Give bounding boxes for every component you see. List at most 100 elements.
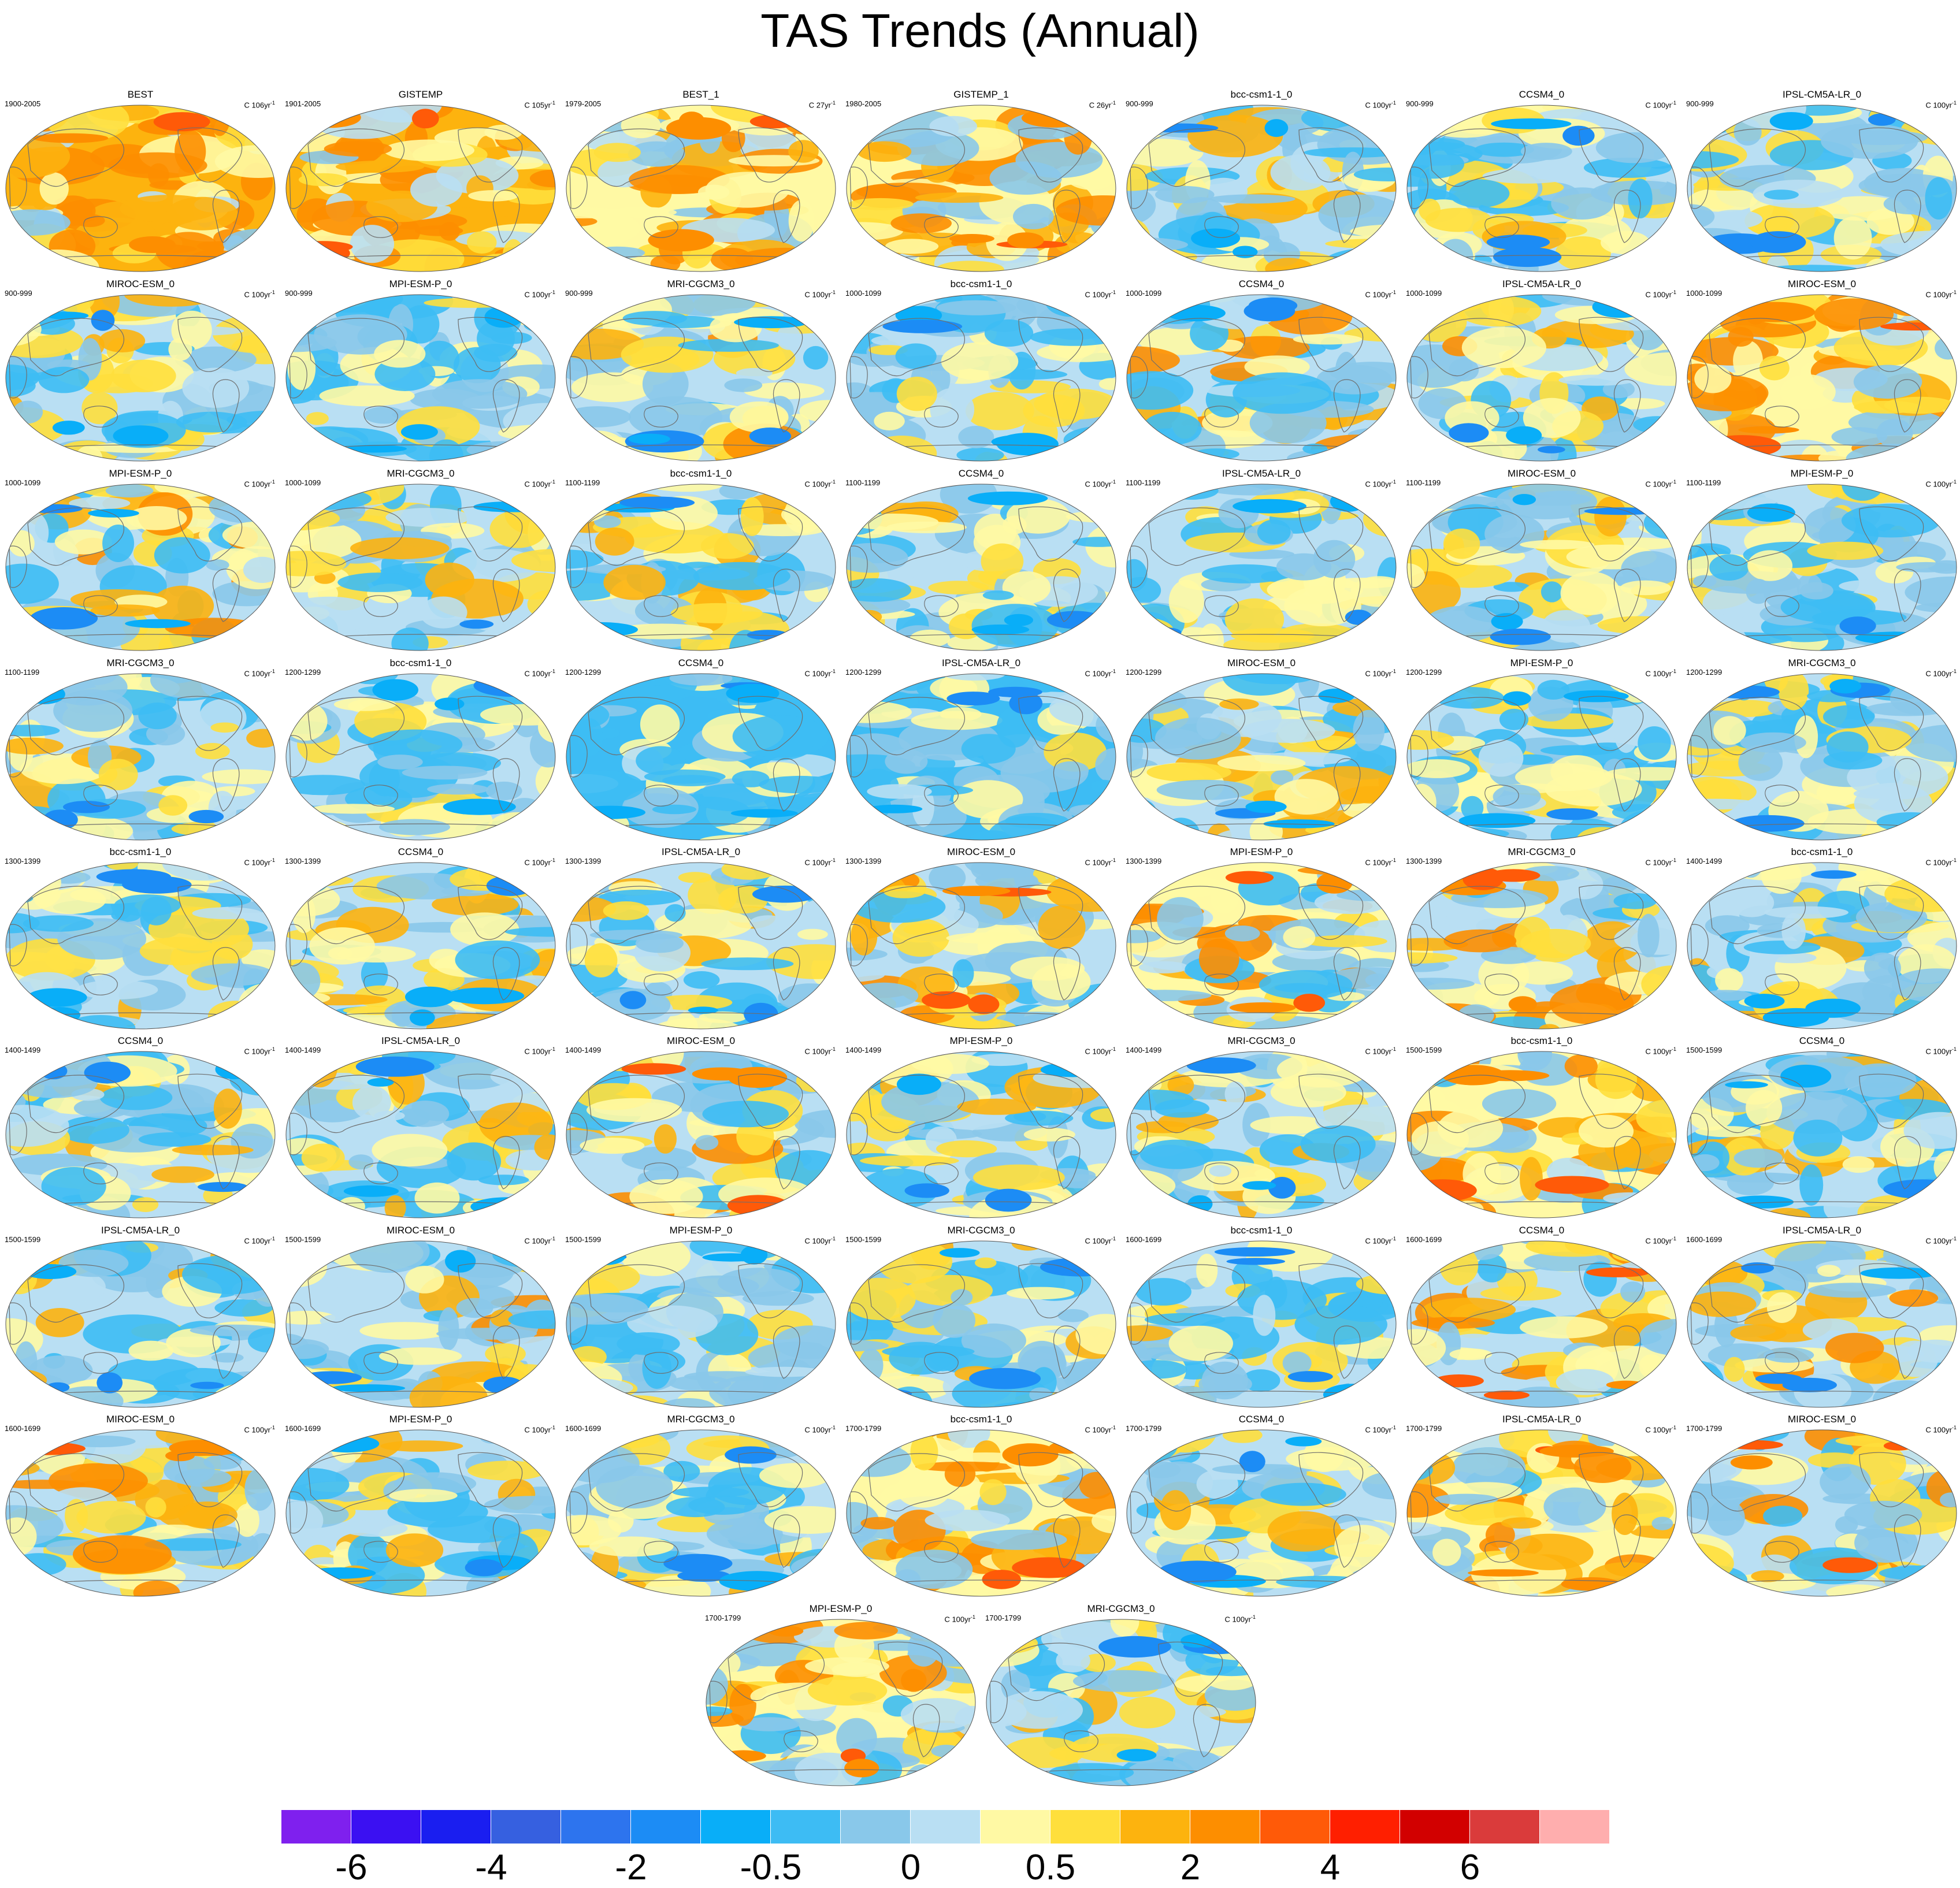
world-map-icon [285, 1051, 556, 1218]
panel-units-text: C 100yr [524, 1047, 551, 1056]
panel-units: C 100yr-1 [1925, 98, 1957, 110]
panel-units: C 100yr-1 [1085, 856, 1116, 867]
map-panel: MPI-ESM-P_0 1300-1399 C 100yr-1 [1126, 846, 1397, 1031]
panel-title: MPI-ESM-P_0 [669, 1225, 733, 1236]
panel-units: C 100yr-1 [804, 288, 836, 299]
panel-units: C 100yr-1 [1085, 1423, 1116, 1434]
world-map-icon [1406, 1429, 1677, 1597]
panel-units: C 26yr-1 [1089, 98, 1116, 110]
world-map-icon [285, 1240, 556, 1408]
panel-units: C 100yr-1 [1365, 856, 1396, 867]
panel-units-text: C 100yr [1645, 1236, 1672, 1246]
panel-units-text: C 100yr [1645, 1425, 1672, 1434]
map-panel: IPSL-CM5A-LR_0 1000-1099 C 100yr-1 [1406, 278, 1677, 463]
panel-units: C 100yr-1 [524, 1423, 555, 1434]
panel-period: 1400-1499 [285, 1046, 321, 1054]
panel-title: MIROC-ESM_0 [1507, 468, 1576, 479]
colorbar-label: -4 [475, 1848, 507, 1887]
panel-units: C 100yr-1 [944, 1612, 975, 1624]
world-map-icon [285, 294, 556, 462]
panel-units-exponent: -1 [830, 479, 836, 485]
panel-units: C 100yr-1 [524, 856, 555, 867]
panel-units-text: C 100yr [524, 1236, 551, 1246]
panel-title: IPSL-CM5A-LR_0 [1782, 1225, 1862, 1236]
world-map-icon [846, 484, 1116, 651]
world-map-icon [566, 105, 836, 272]
panel-units-exponent: -1 [1671, 479, 1676, 485]
world-map-icon [5, 1429, 276, 1597]
panel-units: C 100yr-1 [1365, 1045, 1396, 1056]
panel-units: C 100yr-1 [1365, 288, 1396, 299]
map-panel: bcc-csm1-1_0 1000-1099 C 100yr-1 [845, 278, 1117, 463]
world-map-icon [5, 105, 276, 272]
panel-units: C 100yr-1 [1085, 1045, 1116, 1056]
world-map-icon [1687, 105, 1957, 272]
panel-units: C 100yr-1 [1085, 477, 1116, 489]
panel-units-text: C 100yr [1085, 480, 1111, 489]
panel-period: 1700-1799 [1686, 1424, 1723, 1433]
world-map-icon [1687, 1051, 1957, 1218]
panel-units-text: C 100yr [1085, 1047, 1111, 1056]
panel-title: MIROC-ESM_0 [1227, 657, 1296, 668]
map-panel: bcc-csm1-1_0 1100-1199 C 100yr-1 [565, 468, 837, 653]
panel-units: C 100yr-1 [1925, 1234, 1957, 1246]
world-map-icon [566, 1051, 836, 1218]
map-panel: IPSL-CM5A-LR_0 1600-1699 C 100yr-1 [1686, 1225, 1958, 1410]
map-panel: MRI-CGCM3_0 1000-1099 C 100yr-1 [285, 468, 556, 653]
panel-units-exponent: -1 [270, 857, 275, 863]
world-map-icon [566, 673, 836, 841]
world-map-icon [1126, 1240, 1397, 1408]
panel-units-text: C 100yr [1925, 1236, 1952, 1246]
world-map-icon [1406, 105, 1677, 272]
panel-units-exponent: -1 [1391, 857, 1396, 863]
panel-units: C 100yr-1 [244, 1423, 275, 1434]
panel-title: bcc-csm1-1_0 [950, 278, 1012, 289]
panel-units: C 100yr-1 [1224, 1612, 1256, 1624]
world-map-icon [846, 1429, 1116, 1597]
panel-units: C 100yr-1 [804, 856, 836, 867]
panel-units-exponent: -1 [1951, 1046, 1957, 1052]
map-panel: MIROC-ESM_0 1500-1599 C 100yr-1 [285, 1225, 556, 1410]
panel-units-text: C 100yr [1085, 1236, 1111, 1246]
panel-units-exponent: -1 [1111, 1425, 1116, 1430]
world-map-icon [1126, 105, 1397, 272]
panel-units-text: C 100yr [1365, 858, 1391, 867]
panel-units: C 100yr-1 [244, 1234, 275, 1246]
panel-units: C 100yr-1 [804, 1045, 836, 1056]
map-panel: CCSM4_0 1200-1299 C 100yr-1 [565, 657, 837, 842]
panel-period: 1979-2005 [565, 99, 602, 108]
panel-title: bcc-csm1-1_0 [670, 468, 732, 479]
panel-units: C 100yr-1 [524, 1045, 555, 1056]
colorbar-box [631, 1810, 701, 1844]
panel-units-exponent: -1 [1671, 289, 1676, 295]
panel-units: C 100yr-1 [244, 288, 275, 299]
world-map-icon [5, 862, 276, 1030]
world-map-icon [5, 484, 276, 651]
map-panel: MPI-ESM-P_0 1200-1299 C 100yr-1 [1406, 657, 1677, 842]
panel-title: MIROC-ESM_0 [666, 1035, 736, 1046]
panel-units-text: C 100yr [524, 1425, 551, 1434]
map-panel: MPI-ESM-P_0 1500-1599 C 100yr-1 [565, 1225, 837, 1410]
panel-period: 1400-1499 [565, 1046, 602, 1054]
panel-period: 1100-1199 [1686, 478, 1721, 487]
panel-units-text: C 100yr [1085, 290, 1111, 299]
panel-title: MIROC-ESM_0 [106, 278, 175, 289]
panel-period: 1100-1199 [845, 478, 881, 487]
world-map-icon [706, 1619, 976, 1786]
panel-units-text: C 100yr [244, 1047, 270, 1056]
panel-period: 1400-1499 [845, 1046, 882, 1054]
colorbar-box [701, 1810, 771, 1844]
panel-period: 1200-1299 [565, 668, 602, 677]
panel-period: 1200-1299 [1686, 668, 1723, 677]
panel-units-exponent: -1 [550, 100, 555, 106]
panel-units-exponent: -1 [270, 668, 275, 674]
panel-units: C 100yr-1 [804, 1234, 836, 1246]
map-panel: GISTEMP 1901-2005 C 105yr-1 [285, 89, 556, 274]
panel-title: bcc-csm1-1_0 [1230, 1225, 1293, 1236]
panel-units-exponent: -1 [1671, 857, 1676, 863]
map-panel: bcc-csm1-1_0 1400-1499 C 100yr-1 [1686, 846, 1958, 1031]
panel-period: 900-999 [565, 289, 593, 298]
world-map-icon [5, 294, 276, 462]
panel-units-exponent: -1 [970, 1614, 975, 1620]
panel-units-text: C 100yr [804, 1236, 831, 1246]
